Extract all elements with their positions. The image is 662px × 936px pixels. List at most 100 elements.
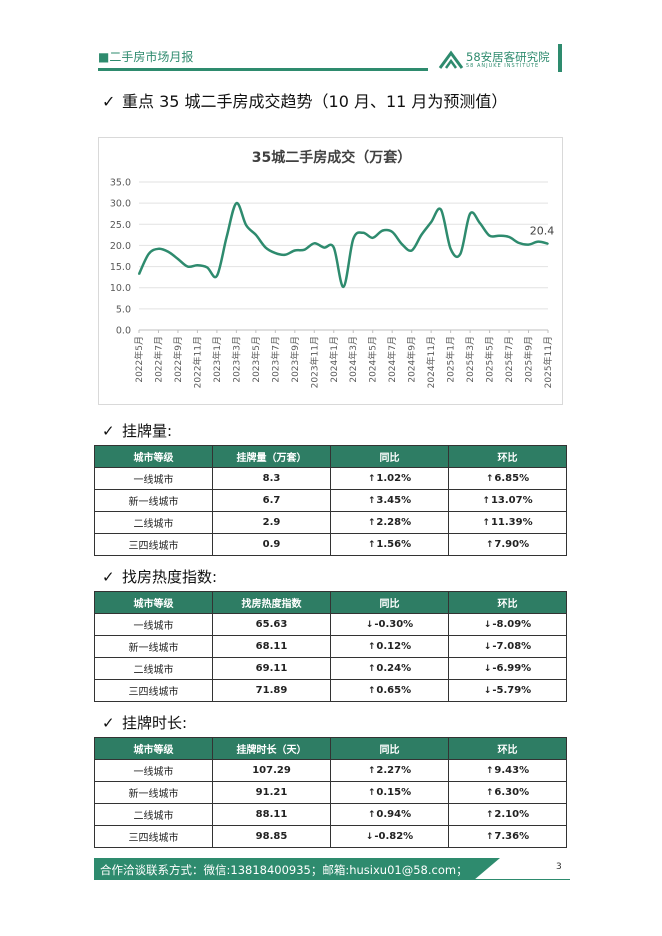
trend-heading: ✓ 重点 35 城二手房成交趋势（10 月、11 月为预测值） [102, 88, 507, 112]
data-point [517, 242, 520, 244]
table-row: 一线城市 8.3 ↑1.02% ↑6.85% [94, 467, 567, 490]
y-tick-label: 0.0 [116, 326, 131, 337]
x-tick-label: 2024年11月 [425, 336, 437, 388]
arrow-up-icon: ↑ [485, 810, 494, 820]
listing-header-0: 城市等级 [94, 445, 213, 468]
yoy-value: 0.15% [376, 787, 412, 798]
yoy-cell: ↑1.56% [330, 533, 449, 556]
data-point [459, 253, 462, 255]
table-row: 二线城市 69.11 ↑0.24% ↓-6.99% [94, 657, 567, 680]
arrow-up-icon: ↑ [367, 810, 376, 820]
footer-band-tip [474, 858, 500, 880]
brand-logo: 58安居客研究院 58 ANJUKE INSTITUTE [438, 50, 556, 72]
value-cell: 6.7 [212, 489, 331, 512]
duration-table: 城市等级 挂牌时长（天） 同比 环比 一线城市 107.29 ↑2.27% ↑9.43% 新一线… [94, 737, 567, 848]
logo-text: 58安居客研究院 [466, 50, 550, 64]
data-point [498, 234, 501, 237]
x-tick-label: 2025年5月 [484, 336, 496, 383]
data-point [449, 248, 452, 250]
data-point [264, 246, 267, 249]
x-tick-label: 2024年1月 [328, 336, 340, 383]
x-tick-label: 2022年5月 [133, 336, 145, 383]
table-row: 新一线城市 91.21 ↑0.15% ↑6.30% [94, 781, 567, 804]
value-cell: 69.11 [212, 657, 331, 680]
mom-value: 7.90% [494, 539, 530, 550]
page-number: 3 [556, 862, 562, 872]
arrow-up-icon: ↑ [485, 788, 494, 798]
check-icon: ✓ [102, 568, 115, 586]
x-tick-label: 2023年9月 [289, 336, 301, 383]
trend-heading-text: 重点 35 城二手房成交趋势（10 月、11 月为预测值） [122, 92, 508, 111]
line-chart: 35城二手房成交（万套） 0.0 5.0 10.0 15.0 20.0 25.0 30.0 35… [110, 149, 555, 388]
value-cell: 65.63 [212, 613, 331, 636]
table-row: 一线城市 65.63 ↓-0.30% ↓-8.09% [94, 613, 567, 636]
transaction-chart: 35城二手房成交（万套） 0.0 5.0 10.0 15.0 20.0 25.0 30.0 35… [98, 137, 563, 405]
table-row: 三四线城市 71.89 ↑0.65% ↓-5.79% [94, 679, 567, 702]
arrow-up-icon: ↑ [367, 788, 376, 798]
footer-divider [94, 879, 570, 880]
chart-title: 35城二手房成交（万套） [252, 149, 411, 166]
yoy-value: 1.56% [376, 539, 412, 550]
arrow-up-icon: ↑ [367, 642, 376, 652]
city-tier-cell: 新一线城市 [94, 781, 213, 804]
data-point [469, 212, 471, 215]
yoy-value: 1.02% [376, 473, 412, 484]
arrow-up-icon: ↑ [367, 474, 376, 484]
arrow-down-icon: ↓ [483, 686, 492, 696]
x-tick-label: 2022年9月 [172, 336, 184, 383]
x-tick-label: 2022年11月 [191, 336, 203, 388]
mom-value: 6.85% [494, 473, 530, 484]
data-point [547, 242, 549, 245]
data-point [410, 249, 413, 252]
data-point [303, 248, 306, 251]
duration-header-0: 城市等级 [94, 737, 213, 760]
duration-header-3: 环比 [448, 737, 567, 760]
city-tier-cell: 二线城市 [94, 657, 213, 680]
mom-value: -8.09% [492, 619, 532, 630]
data-point [508, 236, 510, 238]
heat-header-0: 城市等级 [94, 591, 213, 614]
city-tier-cell: 一线城市 [94, 613, 213, 636]
arrow-down-icon: ↓ [483, 620, 492, 630]
yoy-cell: ↑3.45% [330, 489, 449, 512]
x-tick-label: 2022年7月 [152, 336, 164, 383]
heat-heading: ✓ 找房热度指数: [102, 568, 218, 586]
data-point [177, 258, 179, 260]
value-cell: 2.9 [212, 511, 331, 534]
value-cell: 68.11 [212, 635, 331, 658]
mom-value: -6.99% [492, 663, 532, 674]
arrow-up-icon: ↑ [482, 518, 490, 528]
check-icon: ✓ [102, 714, 115, 732]
duration-header-2: 同比 [330, 737, 449, 760]
data-point [157, 248, 160, 250]
check-icon: ✓ [102, 92, 116, 111]
header-accent-bar [558, 44, 562, 72]
yoy-value: 0.65% [376, 685, 412, 696]
data-label: 20.4 [530, 225, 555, 238]
mom-cell: ↓-8.09% [448, 613, 567, 636]
yoy-value: 0.12% [376, 641, 412, 652]
arrow-down-icon: ↓ [483, 664, 492, 674]
arrow-up-icon: ↑ [367, 686, 376, 696]
yoy-cell: ↑2.27% [330, 759, 449, 782]
mom-cell: ↑9.43% [448, 759, 567, 782]
x-tick-label: 2025年1月 [445, 336, 457, 383]
table-row: 新一线城市 6.7 ↑3.45% ↑13.07% [94, 489, 567, 512]
house-logo-icon [438, 50, 464, 69]
yoy-cell: ↑1.02% [330, 467, 449, 490]
listing-header-1: 挂牌量（万套） [212, 445, 331, 468]
arrow-up-icon: ↑ [367, 766, 376, 776]
x-tick-label: 2024年7月 [386, 336, 398, 383]
arrow-up-icon: ↑ [367, 496, 376, 506]
value-cell: 107.29 [212, 759, 331, 782]
yoy-cell: ↑0.94% [330, 803, 449, 826]
value-cell: 98.85 [212, 825, 331, 848]
mom-value: 2.10% [494, 809, 530, 820]
arrow-up-icon: ↑ [485, 832, 494, 842]
yoy-cell: ↓-0.30% [330, 613, 449, 636]
x-tick-label: 2023年3月 [230, 336, 242, 383]
x-tick-label: 2024年9月 [406, 336, 418, 383]
data-point [371, 237, 374, 239]
mom-cell: ↓-5.79% [448, 679, 567, 702]
data-point [479, 222, 481, 224]
